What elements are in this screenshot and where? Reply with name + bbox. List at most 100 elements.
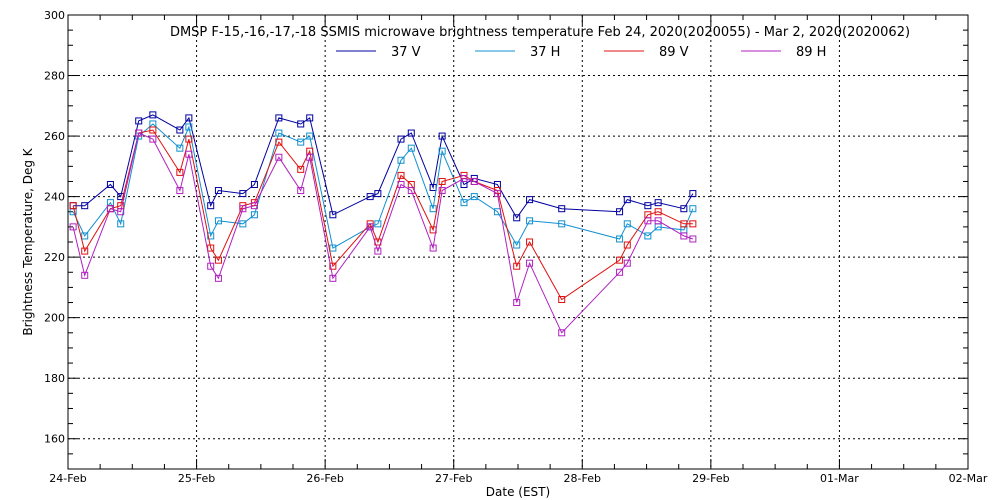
data-point-37-v: [438, 132, 446, 140]
data-point-37-v: [185, 114, 193, 122]
y-tick-label: 240: [44, 191, 65, 204]
data-point-37-v: [526, 196, 534, 204]
data-point-89-h: [558, 329, 566, 337]
data-point-89-h: [329, 274, 337, 282]
data-point-37-v: [374, 190, 382, 198]
data-point-37-v: [623, 196, 631, 204]
data-point-89-v: [397, 171, 405, 179]
data-point-37-v: [176, 126, 184, 134]
data-point-89-h: [526, 259, 534, 267]
data-point-89-v: [558, 296, 566, 304]
data-point-37-h: [239, 220, 247, 228]
data-point-89-h: [407, 187, 415, 195]
data-point-37-h: [460, 199, 468, 207]
data-point-89-h: [149, 135, 157, 143]
data-point-37-v: [306, 114, 314, 122]
data-point-37-v: [329, 211, 337, 219]
data-point-37-v: [207, 202, 215, 210]
data-point-37-h: [81, 232, 89, 240]
data-point-89-v: [654, 208, 662, 216]
data-point-89-h: [680, 232, 688, 240]
data-point-37-v: [239, 190, 247, 198]
data-point-89-v: [680, 220, 688, 228]
series-group: [69, 111, 697, 337]
data-point-37-h: [689, 205, 697, 213]
data-point-89-h: [81, 271, 89, 279]
data-point-89-v: [526, 238, 534, 246]
data-point-89-h: [275, 153, 283, 161]
data-point-89-h: [306, 153, 314, 161]
data-point-37-v: [644, 202, 652, 210]
data-point-37-h: [297, 138, 305, 146]
data-point-37-h: [176, 144, 184, 152]
data-point-89-h: [214, 274, 222, 282]
x-axis-label: Date (EST): [486, 485, 550, 499]
series-line-89-h: [72, 132, 694, 334]
data-point-37-v: [297, 120, 305, 128]
data-point-89-h: [239, 205, 247, 213]
series-line-37-h: [72, 123, 694, 249]
x-tick-label: 25-Feb: [178, 472, 215, 485]
y-tick-label: 220: [44, 251, 65, 264]
data-point-89-h: [117, 208, 125, 216]
data-point-89-h: [654, 217, 662, 225]
data-point-37-h: [329, 244, 337, 252]
y-tick-label: 260: [44, 130, 65, 143]
x-tick-label: 27-Feb: [435, 472, 472, 485]
chart-title: DMSP F-15,-16,-17,-18 SSMIS microwave br…: [170, 25, 910, 40]
data-point-89-v: [185, 135, 193, 143]
x-tick-label: 02-Mar: [949, 472, 988, 485]
y-tick-label: 200: [44, 312, 65, 325]
axis-ticks: 24-Feb 25-Feb 26-Feb 27-Feb 28-Feb 29-Feb 01-M…: [44, 9, 988, 485]
data-point-89-h: [374, 247, 382, 255]
data-point-37-h: [616, 235, 624, 243]
data-point-89-v: [149, 126, 157, 134]
data-point-89-h: [297, 187, 305, 195]
data-point-37-v: [366, 193, 374, 201]
data-point-89-h: [135, 129, 143, 137]
data-point-89-h: [644, 217, 652, 225]
data-point-89-v: [69, 202, 77, 210]
data-point-37-v: [214, 187, 222, 195]
y-tick-label: 300: [44, 9, 65, 22]
data-point-37-v: [250, 180, 258, 188]
data-point-89-v: [81, 247, 89, 255]
x-tick-label: 28-Feb: [564, 472, 601, 485]
data-point-37-h: [407, 144, 415, 152]
data-point-37-h: [207, 232, 215, 240]
data-point-37-v: [558, 205, 566, 213]
data-point-89-h: [250, 202, 258, 210]
data-point-37-v: [135, 117, 143, 125]
data-point-37-h: [623, 220, 631, 228]
data-point-89-v: [329, 262, 337, 270]
data-point-37-v: [680, 205, 688, 213]
data-point-89-h: [623, 259, 631, 267]
y-axis-label: Brightness Temperature, Deg K: [21, 147, 35, 335]
data-point-37-v: [407, 129, 415, 137]
y-tick-label: 160: [44, 433, 65, 446]
data-point-89-h: [689, 235, 697, 243]
data-point-37-v: [106, 180, 114, 188]
data-point-89-h: [366, 223, 374, 231]
data-point-89-h: [207, 262, 215, 270]
data-point-37-v: [616, 208, 624, 216]
x-tick-label: 26-Feb: [306, 472, 343, 485]
data-point-37-h: [470, 193, 478, 201]
data-point-89-v: [207, 244, 215, 252]
data-point-89-v: [623, 241, 631, 249]
data-point-89-h: [616, 268, 624, 276]
data-point-37-h: [374, 220, 382, 228]
data-point-37-v: [275, 114, 283, 122]
data-point-37-h: [306, 132, 314, 140]
legend-label-37-v: 37 V: [391, 45, 421, 60]
data-point-89-v: [438, 177, 446, 185]
data-point-37-h: [275, 129, 283, 137]
data-point-37-h: [429, 205, 437, 213]
data-point-37-v: [513, 214, 521, 222]
data-point-89-v: [176, 168, 184, 176]
data-point-37-h: [438, 147, 446, 155]
data-point-89-v: [513, 262, 521, 270]
y-tick-label: 280: [44, 70, 65, 83]
data-point-89-h: [429, 244, 437, 252]
